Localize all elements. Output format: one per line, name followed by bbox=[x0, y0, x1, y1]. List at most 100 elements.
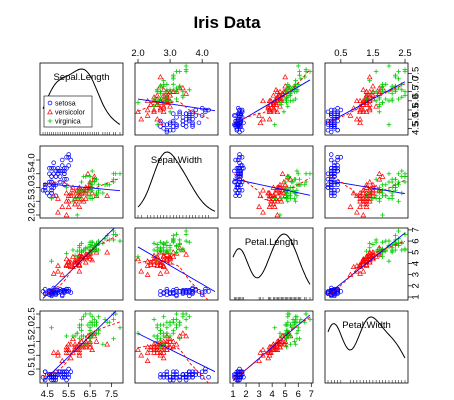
point-virginica bbox=[402, 179, 408, 185]
panel-Sepal.Width-vs-Petal.Width bbox=[324, 145, 409, 219]
point-setosa bbox=[190, 369, 195, 375]
point-setosa bbox=[193, 372, 199, 377]
point-versicolor bbox=[63, 343, 70, 350]
point-virginica bbox=[170, 239, 176, 245]
point-setosa bbox=[174, 375, 179, 380]
point-virginica bbox=[297, 336, 302, 342]
point-virginica bbox=[87, 174, 93, 179]
point-virginica bbox=[74, 190, 80, 196]
point-setosa bbox=[328, 174, 334, 179]
point-virginica bbox=[373, 237, 379, 243]
point-versicolor bbox=[360, 108, 367, 115]
density-curve bbox=[137, 151, 216, 212]
point-versicolor bbox=[93, 249, 100, 255]
point-setosa bbox=[325, 177, 331, 182]
top-axis-Petal.Width: 0.5 1.5 2.5 bbox=[334, 48, 412, 63]
point-setosa bbox=[51, 171, 56, 177]
point-virginica bbox=[87, 339, 93, 344]
point-versicolor bbox=[89, 257, 96, 263]
point-versicolor bbox=[360, 211, 367, 218]
point-setosa bbox=[332, 188, 337, 193]
point-versicolor bbox=[72, 200, 78, 207]
point-virginica bbox=[367, 241, 373, 246]
point-virginica bbox=[377, 104, 382, 109]
tick-label: 5 bbox=[283, 389, 288, 400]
point-setosa bbox=[51, 375, 56, 380]
point-setosa bbox=[59, 168, 65, 174]
point-setosa bbox=[325, 118, 331, 124]
point-virginica bbox=[295, 325, 301, 331]
point-virginica bbox=[297, 176, 302, 182]
point-versicolor bbox=[282, 83, 289, 89]
point-virginica bbox=[174, 244, 179, 249]
legend-label-versicolor: versicolor bbox=[55, 110, 86, 117]
point-virginica bbox=[161, 333, 166, 339]
density-curve bbox=[232, 233, 311, 285]
point-versicolor bbox=[279, 90, 286, 96]
point-setosa bbox=[167, 127, 173, 133]
point-virginica bbox=[174, 96, 179, 102]
point-virginica bbox=[183, 238, 189, 244]
point-setosa bbox=[237, 160, 242, 166]
point-setosa bbox=[237, 193, 242, 199]
point-virginica bbox=[96, 314, 101, 320]
point-setosa bbox=[62, 372, 67, 377]
point-virginica bbox=[272, 325, 278, 331]
point-virginica bbox=[154, 242, 160, 247]
point-setosa bbox=[42, 377, 48, 383]
tick-label: 4 bbox=[270, 389, 275, 400]
point-versicolor bbox=[63, 255, 70, 262]
point-versicolor bbox=[360, 189, 367, 196]
point-setosa bbox=[180, 118, 186, 124]
rug-ticks bbox=[137, 215, 209, 218]
point-versicolor bbox=[144, 262, 151, 268]
point-setosa bbox=[64, 166, 69, 171]
point-versicolor bbox=[70, 253, 76, 259]
point-setosa bbox=[237, 168, 242, 174]
point-setosa bbox=[335, 105, 340, 111]
point-setosa bbox=[180, 375, 186, 380]
point-versicolor bbox=[274, 187, 281, 193]
point-setosa bbox=[238, 168, 244, 174]
point-virginica bbox=[367, 245, 373, 251]
point-virginica bbox=[170, 319, 176, 325]
tick-label: 1 bbox=[230, 389, 235, 400]
point-versicolor bbox=[260, 97, 266, 104]
point-virginica bbox=[70, 198, 76, 204]
point-setosa bbox=[332, 163, 337, 168]
point-versicolor bbox=[270, 105, 277, 111]
point-virginica bbox=[135, 330, 141, 336]
point-versicolor bbox=[366, 105, 373, 111]
point-versicolor bbox=[366, 178, 373, 185]
point-virginica bbox=[370, 242, 376, 247]
point-virginica bbox=[89, 168, 95, 174]
point-setosa bbox=[47, 289, 52, 294]
point-virginica bbox=[64, 333, 69, 339]
point-setosa bbox=[239, 163, 245, 168]
point-versicolor bbox=[256, 357, 262, 363]
point-setosa bbox=[335, 127, 340, 133]
point-versicolor bbox=[363, 262, 370, 268]
point-versicolor bbox=[151, 346, 157, 352]
point-setosa bbox=[40, 375, 46, 380]
legend-box bbox=[43, 95, 93, 128]
point-setosa bbox=[199, 375, 205, 380]
point-virginica bbox=[77, 196, 82, 201]
point-virginica bbox=[161, 322, 166, 328]
point-virginica bbox=[386, 63, 392, 69]
point-setosa bbox=[59, 288, 65, 293]
point-virginica bbox=[292, 196, 297, 201]
point-setosa bbox=[233, 188, 238, 193]
tick-label: 5.0 bbox=[411, 113, 422, 126]
point-virginica bbox=[154, 89, 160, 94]
point-setosa bbox=[59, 375, 65, 380]
point-versicolor bbox=[157, 349, 164, 355]
tick-label: 3.0 bbox=[163, 48, 176, 59]
regression-line bbox=[42, 228, 115, 299]
points bbox=[232, 63, 313, 135]
point-virginica bbox=[399, 168, 405, 174]
point-virginica bbox=[295, 171, 301, 177]
point-virginica bbox=[161, 245, 166, 251]
point-virginica bbox=[377, 109, 382, 115]
panel-Petal.Length-vs-Sepal.Width bbox=[134, 227, 219, 301]
